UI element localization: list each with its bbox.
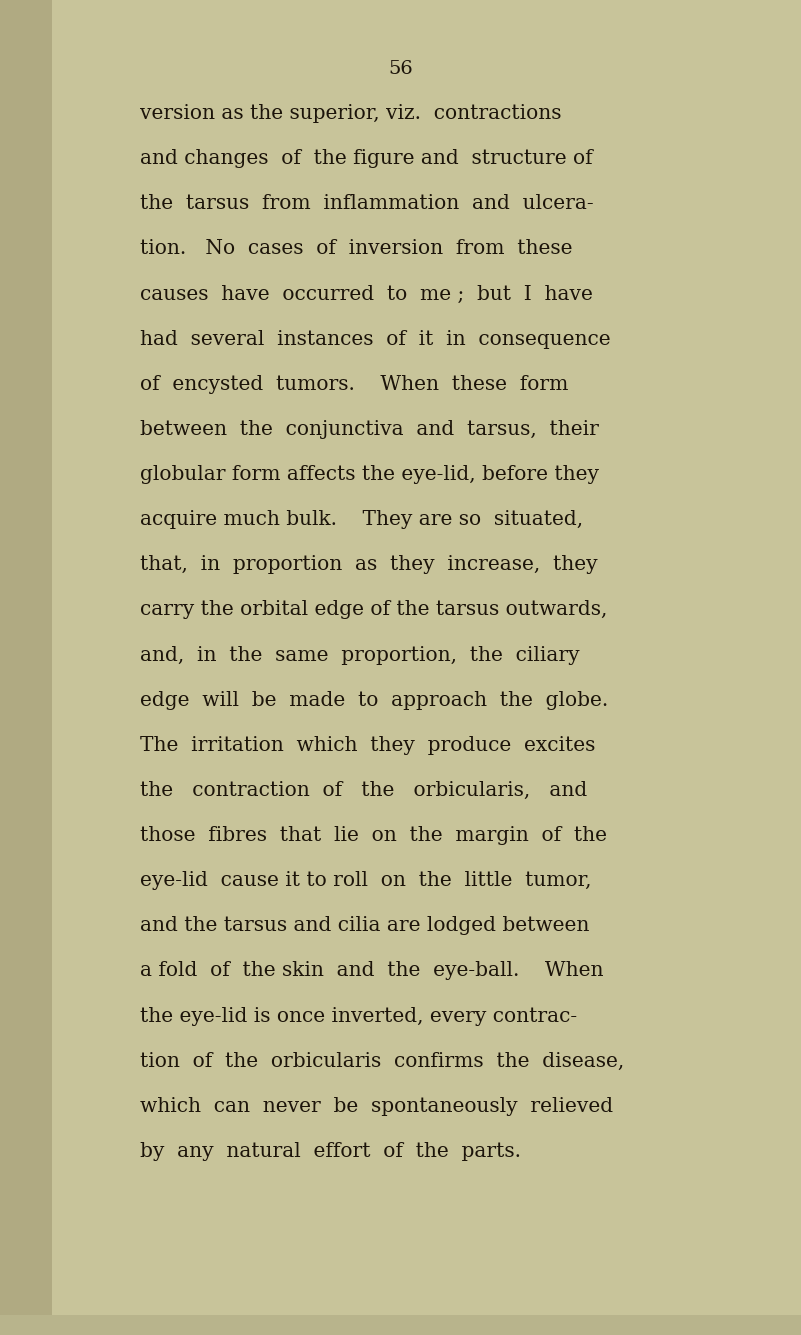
Text: tion  of  the  orbicularis  confirms  the  disease,: tion of the orbicularis confirms the dis… xyxy=(140,1052,625,1071)
Text: tion.   No  cases  of  inversion  from  these: tion. No cases of inversion from these xyxy=(140,239,573,259)
Text: and changes  of  the figure and  structure of: and changes of the figure and structure … xyxy=(140,150,593,168)
Text: that,  in  proportion  as  they  increase,  they: that, in proportion as they increase, th… xyxy=(140,555,598,574)
Text: edge  will  be  made  to  approach  the  globe.: edge will be made to approach the globe. xyxy=(140,690,609,710)
Text: causes  have  occurred  to  me ;  but  I  have: causes have occurred to me ; but I have xyxy=(140,284,593,303)
Text: the  tarsus  from  inflammation  and  ulcera-: the tarsus from inflammation and ulcera- xyxy=(140,195,594,214)
Text: by  any  natural  effort  of  the  parts.: by any natural effort of the parts. xyxy=(140,1141,521,1161)
Text: eye-lid  cause it to roll  on  the  little  tumor,: eye-lid cause it to roll on the little t… xyxy=(140,872,592,890)
Text: and the tarsus and cilia are lodged between: and the tarsus and cilia are lodged betw… xyxy=(140,916,590,936)
Text: version as the superior, viz.  contractions: version as the superior, viz. contractio… xyxy=(140,104,562,123)
Text: between  the  conjunctiva  and  tarsus,  their: between the conjunctiva and tarsus, thei… xyxy=(140,421,599,439)
Text: 56: 56 xyxy=(388,60,413,77)
Text: a fold  of  the skin  and  the  eye-ball.    When: a fold of the skin and the eye-ball. Whe… xyxy=(140,961,604,980)
Text: the   contraction  of   the   orbicularis,   and: the contraction of the orbicularis, and xyxy=(140,781,587,800)
Text: globular form affects the eye-lid, before they: globular form affects the eye-lid, befor… xyxy=(140,465,599,485)
Text: of  encysted  tumors.    When  these  form: of encysted tumors. When these form xyxy=(140,375,569,394)
Bar xyxy=(0,1315,801,1335)
Text: acquire much bulk.    They are so  situated,: acquire much bulk. They are so situated, xyxy=(140,510,583,529)
Text: carry the orbital edge of the tarsus outwards,: carry the orbital edge of the tarsus out… xyxy=(140,601,607,619)
Text: The  irritation  which  they  produce  excites: The irritation which they produce excite… xyxy=(140,736,596,754)
Bar xyxy=(0,0,52,1335)
Text: and,  in  the  same  proportion,  the  ciliary: and, in the same proportion, the ciliary xyxy=(140,646,580,665)
Text: the eye-lid is once inverted, every contrac-: the eye-lid is once inverted, every cont… xyxy=(140,1007,578,1025)
Text: had  several  instances  of  it  in  consequence: had several instances of it in consequen… xyxy=(140,330,611,348)
Text: those  fibres  that  lie  on  the  margin  of  the: those fibres that lie on the margin of t… xyxy=(140,826,607,845)
Text: which  can  never  be  spontaneously  relieved: which can never be spontaneously relieve… xyxy=(140,1097,614,1116)
